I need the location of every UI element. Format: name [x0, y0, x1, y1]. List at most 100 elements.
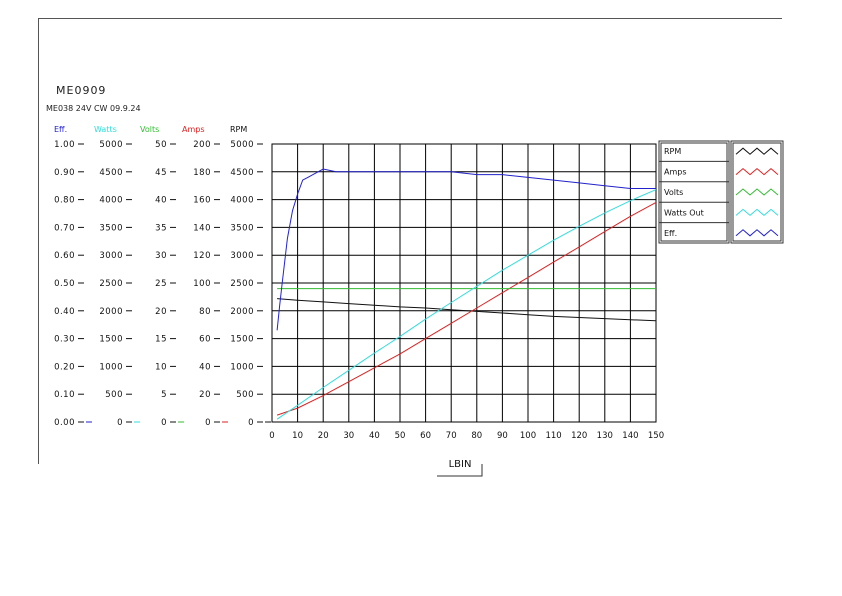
y-tick-label-watts: 1500	[99, 335, 123, 345]
series-line-rpm	[277, 298, 657, 322]
y-tick-label-amps: 0	[205, 418, 211, 428]
legend-box	[658, 140, 730, 244]
frame-left-border	[38, 18, 39, 464]
legend-swatch-box	[730, 140, 784, 244]
legend-inner-box	[660, 142, 728, 242]
legend-label: Amps	[664, 168, 687, 177]
legend-swatch	[735, 167, 779, 176]
y-tick-label-volts: 45	[155, 168, 167, 178]
legend-label: Eff.	[664, 229, 677, 238]
y-tick-label-eff: 1.00	[54, 140, 75, 150]
y-tick-label-watts: 2000	[99, 307, 123, 317]
y-tick-label-amps: 120	[193, 251, 211, 261]
y-tick-label-eff: 0.70	[54, 223, 75, 233]
y-tick-label-watts: 1000	[99, 362, 123, 372]
y-tick-label-amps: 60	[199, 335, 211, 345]
x-tick-label: 90	[497, 431, 508, 441]
y-tick-label-amps: 100	[193, 279, 211, 289]
y-tick-label-rpm: 3000	[230, 251, 254, 261]
plot-frame	[271, 143, 657, 423]
x-tick-label: 20	[318, 431, 329, 441]
y-tick-label-eff: 0.40	[54, 307, 75, 317]
x-axis-label-bracket	[437, 464, 483, 477]
y-tick-label-rpm: 2000	[230, 307, 254, 317]
x-axis-label: LBIN	[449, 459, 472, 470]
y-tick-label-rpm: 2500	[230, 279, 254, 289]
x-tick-label: 10	[292, 431, 303, 441]
y-tick-label-volts: 30	[155, 251, 167, 261]
axis-header-rpm: RPM	[230, 125, 247, 134]
x-tick-label: 120	[571, 431, 587, 441]
legend-swatch	[735, 208, 779, 217]
x-tick-label: 80	[471, 431, 482, 441]
x-tick-label: 60	[420, 431, 431, 441]
legend-label: Volts	[664, 188, 683, 197]
axis-header-eff: Eff.	[54, 125, 67, 134]
y-tick-label-rpm: 0	[248, 418, 254, 428]
y-tick-label-amps: 80	[199, 307, 211, 317]
x-tick-label: 110	[545, 431, 561, 441]
x-tick-label: 70	[446, 431, 457, 441]
legend-label: RPM	[664, 147, 681, 156]
y-tick-label-rpm: 1500	[230, 335, 254, 345]
y-tick-label-amps: 160	[193, 196, 211, 206]
chart-model-title: ME0909	[56, 84, 107, 97]
legend-swatch	[735, 188, 779, 196]
y-tick-label-eff: 0.10	[54, 390, 75, 400]
y-tick-label-watts: 3000	[99, 251, 123, 261]
y-tick-label-watts: 4000	[99, 196, 123, 206]
y-tick-label-volts: 20	[155, 307, 167, 317]
y-tick-label-amps: 200	[193, 140, 211, 150]
chart-subtitle: ME038 24V CW 09.9.24	[46, 104, 141, 113]
legend-swatch-inner-box	[732, 142, 782, 242]
y-tick-label-volts: 0	[161, 418, 167, 428]
y-tick-label-volts: 10	[155, 362, 167, 372]
y-tick-label-eff: 0.30	[54, 335, 75, 345]
y-tick-label-eff: 0.20	[54, 362, 75, 372]
y-tick-label-rpm: 3500	[230, 223, 254, 233]
legend-swatch	[735, 229, 779, 237]
axis-header-volts: Volts	[140, 125, 159, 134]
y-tick-label-amps: 20	[199, 390, 211, 400]
y-tick-label-volts: 50	[155, 140, 167, 150]
series-line-watts	[276, 189, 657, 420]
x-tick-label: 40	[369, 431, 380, 441]
y-tick-label-volts: 15	[155, 335, 167, 345]
y-tick-label-eff: 0.60	[54, 251, 75, 261]
frame-top-border	[38, 18, 782, 19]
y-tick-label-volts: 25	[155, 279, 167, 289]
y-tick-label-rpm: 4500	[230, 168, 254, 178]
y-tick-label-watts: 4500	[99, 168, 123, 178]
y-tick-label-eff: 0.90	[54, 168, 75, 178]
y-tick-label-eff: 0.50	[54, 279, 75, 289]
x-tick-label: 100	[520, 431, 536, 441]
axis-header-amps: Amps	[182, 125, 205, 134]
x-tick-label: 150	[648, 431, 664, 441]
y-tick-label-eff: 0.00	[54, 418, 75, 428]
series-line-eff	[276, 168, 656, 331]
y-tick-label-volts: 40	[155, 196, 167, 206]
y-tick-label-volts: 35	[155, 223, 167, 233]
y-tick-label-amps: 40	[199, 362, 211, 372]
y-tick-label-rpm: 500	[236, 390, 254, 400]
x-tick-label: 0	[269, 431, 274, 441]
y-tick-label-watts: 5000	[99, 140, 123, 150]
x-tick-label: 30	[343, 431, 354, 441]
axis-header-watts: Watts	[94, 125, 117, 134]
x-tick-label: 130	[597, 431, 613, 441]
y-tick-label-eff: 0.80	[54, 196, 75, 206]
y-tick-label-watts: 500	[105, 390, 123, 400]
y-tick-label-rpm: 4000	[230, 196, 254, 206]
y-tick-label-watts: 3500	[99, 223, 123, 233]
y-tick-label-rpm: 5000	[230, 140, 254, 150]
x-tick-label: 140	[622, 431, 638, 441]
y-tick-label-volts: 5	[161, 390, 167, 400]
series-line-amps	[276, 201, 657, 416]
y-tick-label-amps: 180	[193, 168, 211, 178]
y-tick-label-watts: 2500	[99, 279, 123, 289]
y-tick-label-amps: 140	[193, 223, 211, 233]
x-tick-label: 50	[395, 431, 406, 441]
y-tick-label-watts: 0	[117, 418, 123, 428]
legend-label: Watts Out	[664, 208, 704, 217]
